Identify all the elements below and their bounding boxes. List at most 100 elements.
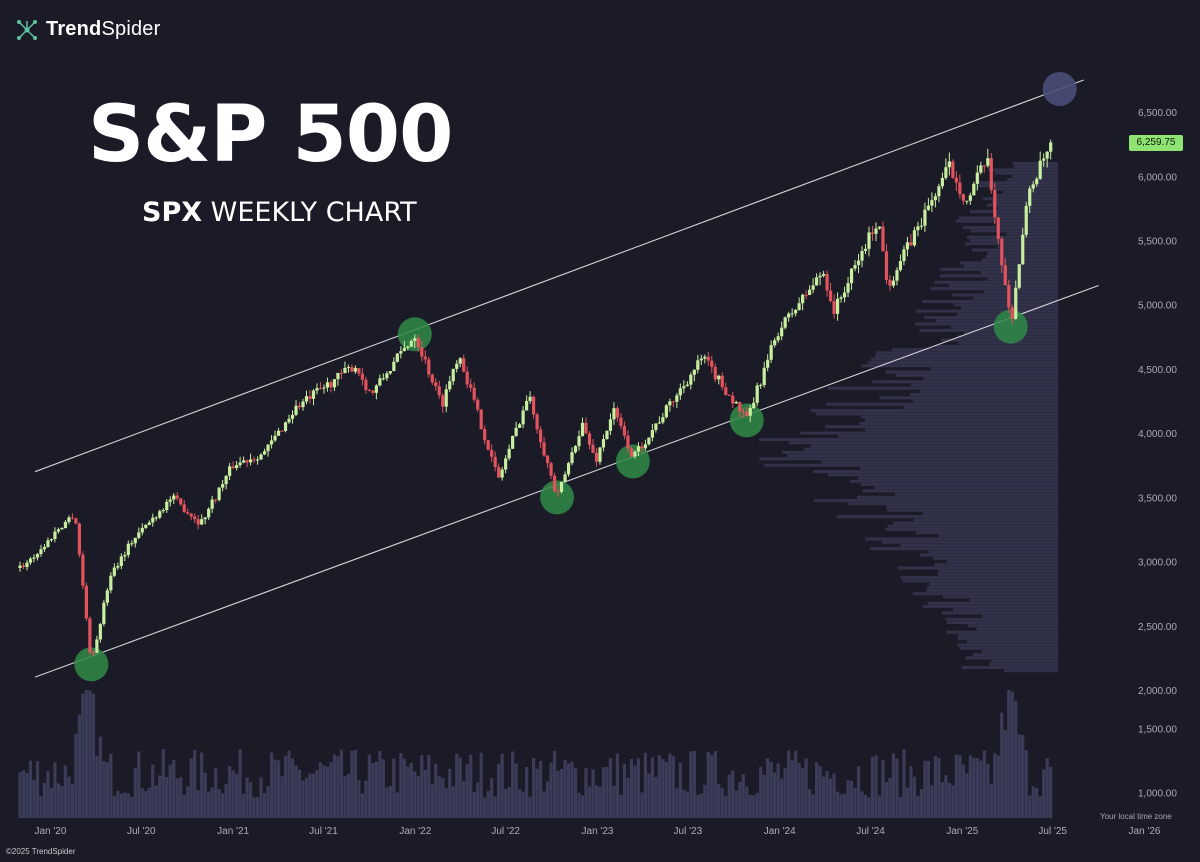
subtitle-rest: WEEKLY CHART [202, 197, 417, 228]
time-tick-label: Jul '20 [127, 826, 156, 837]
volume-bar [528, 796, 532, 818]
volume-profile-bar [759, 457, 1058, 461]
candle-up [801, 294, 805, 304]
volume-profile-bar [912, 592, 1058, 596]
candle-down [490, 449, 494, 457]
volume-bar [25, 772, 29, 818]
volume-bar [1024, 750, 1028, 818]
candle-up [399, 351, 403, 354]
volume-profile-bar [861, 364, 1058, 368]
volume-bar [374, 761, 378, 818]
candle-up [455, 363, 459, 369]
candle-up [266, 444, 270, 452]
volume-bar [276, 760, 281, 818]
trendspider-logo-icon [17, 19, 37, 40]
candle-up [336, 372, 340, 380]
volume-profile-bar [927, 601, 1058, 605]
volume-profile-bar [942, 611, 1058, 615]
volume-bar [259, 777, 263, 818]
time-tick-label: Jan '20 [34, 826, 66, 837]
candle-up [972, 183, 976, 196]
candle-up [521, 410, 525, 425]
candle-down [870, 232, 875, 234]
candle-down [713, 366, 717, 380]
volume-bar [982, 750, 986, 818]
candle-up [395, 353, 399, 362]
candle-up [559, 481, 564, 492]
volume-bar [294, 765, 298, 818]
candle-up [144, 524, 148, 528]
ticker-label: SPX [142, 197, 203, 228]
volume-bar [165, 776, 169, 818]
candle-up [46, 540, 50, 547]
channel-touch-marker [540, 480, 575, 515]
volume-profile-bar [915, 531, 1058, 535]
volume-profile-bar [938, 534, 1058, 538]
candle-up [940, 177, 944, 187]
candle-down [626, 435, 630, 449]
price-tick-label: 4,500.00 [1138, 365, 1177, 376]
candle-up [699, 358, 703, 361]
candle-up [752, 402, 756, 409]
volume-bar [402, 758, 406, 818]
volume-profile-bar [927, 585, 1058, 589]
volume-profile-bar [919, 328, 1058, 332]
candle-up [703, 356, 707, 359]
volume-profile-bar [876, 351, 1058, 355]
volume-bar [731, 770, 735, 818]
volume-profile-bar [874, 486, 1058, 490]
target-marker [1042, 71, 1077, 106]
volume-bar [734, 790, 738, 818]
volume-bar [151, 764, 155, 818]
timezone-label[interactable]: Your local time zone [1100, 812, 1172, 821]
candle-up [56, 529, 61, 532]
volume-bar [968, 755, 972, 818]
volume-profile-bar [920, 389, 1058, 393]
volume-profile-bar [814, 499, 1058, 503]
volume-bar [168, 764, 172, 818]
candle-down [982, 165, 986, 167]
volume-bar [462, 781, 466, 818]
volume-profile-bar [849, 479, 1058, 483]
volume-bars [18, 690, 1053, 818]
volume-bar [325, 766, 330, 818]
channel-touch-marker [397, 317, 432, 352]
candle-down [738, 402, 742, 412]
candle-up [661, 417, 665, 423]
candle-up [158, 511, 162, 518]
volume-profile-bar [872, 380, 1058, 384]
volume-bar [619, 794, 623, 818]
volume-profile-bar [959, 646, 1058, 650]
volume-bar [738, 781, 742, 818]
volume-profile-bar [965, 656, 1058, 660]
volume-bar [622, 763, 627, 818]
candle-up [643, 444, 648, 449]
candle-down [731, 395, 735, 404]
candle-up [1035, 178, 1039, 185]
candle-down [629, 448, 634, 457]
volume-bar [451, 786, 455, 818]
volume-profile-bar [859, 421, 1058, 425]
volume-bar [867, 797, 871, 818]
candle-down [497, 466, 501, 478]
candle-up [406, 346, 410, 348]
volume-bar [839, 794, 843, 818]
brand-logo[interactable]: TrendSpider [16, 18, 160, 41]
volume-bar [308, 773, 312, 818]
candle-down [483, 429, 487, 441]
candle-down [584, 422, 588, 434]
candle-down [469, 384, 473, 388]
volume-bar [200, 752, 204, 818]
volume-bar [434, 764, 438, 818]
volume-bar [912, 776, 917, 818]
volume-bar [472, 791, 476, 818]
volume-bar [280, 776, 284, 818]
volume-bar [552, 751, 557, 818]
volume-tick-label: 1,000.00 [1138, 788, 1177, 799]
volume-profile-bar [945, 617, 1058, 621]
candle-up [242, 460, 246, 463]
volume-bar [612, 785, 616, 818]
candle-up [808, 289, 812, 296]
volume-bar [1035, 788, 1039, 818]
